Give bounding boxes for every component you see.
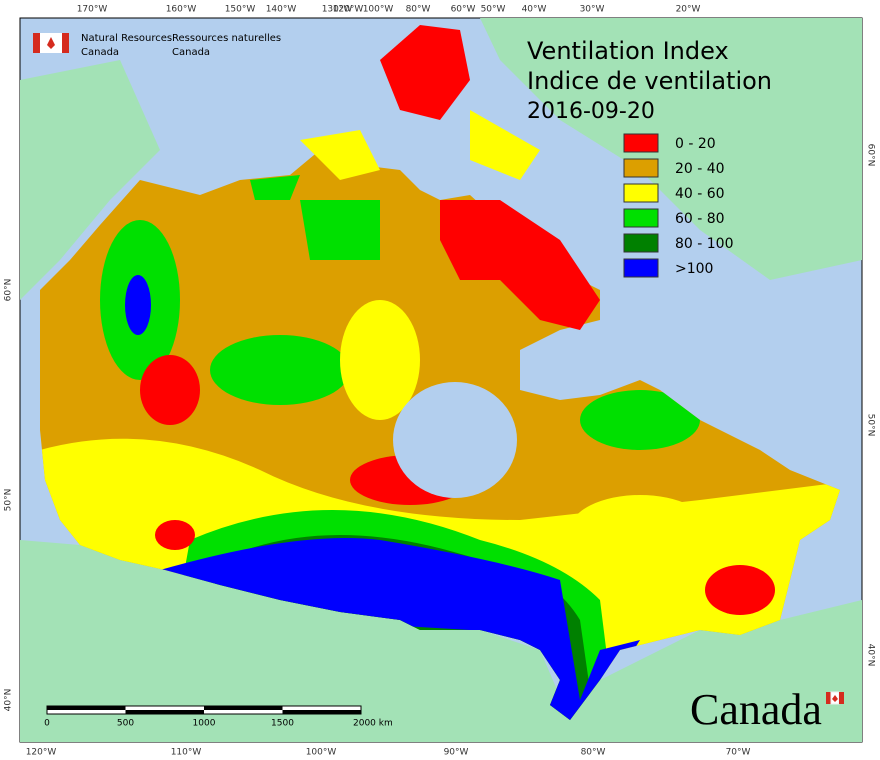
graticule-label: 40°W [522,5,547,15]
legend-swatch [623,233,659,253]
graticule-label: 60°N [866,144,876,167]
legend-swatch [623,133,659,153]
legend-label: 20 - 40 [675,161,725,177]
graticule-label: 60°W [451,5,476,15]
graticule-label: 50°W [481,5,506,15]
graticule-label: 80°W [581,748,606,758]
legend-swatch [623,258,659,278]
scale-label: 1500 [271,719,294,729]
graticule-label: 30°W [580,5,605,15]
agency-name: Ressources naturelles [172,33,281,44]
graticule-label: 110°W [171,748,202,758]
graticule-label: 50°N [4,489,14,512]
graticule-label: 70°W [726,748,751,758]
legend-label: 0 - 20 [675,136,716,152]
legend-label: 80 - 100 [675,236,734,252]
hudson-bay [393,382,517,498]
surrounding-land [20,18,862,742]
legend-label: 60 - 80 [675,211,725,227]
scale-label: 1000 [193,719,216,729]
scale-segment [204,706,283,710]
graticule-label: 120°W [26,748,57,758]
legend-swatch [623,208,659,228]
scale-label: 500 [117,719,134,729]
graticule-label: 40°N [4,689,14,712]
agency-name: Canada [172,47,210,58]
wordmark: Canada [690,685,822,734]
title: Indice de ventilation [527,67,772,95]
graticule-label: 170°W [77,5,108,15]
graticule-label: 80°W [406,5,431,15]
title: Ventilation Index [527,37,729,65]
legend-label: >100 [675,261,713,277]
legend-swatch [623,183,659,203]
graticule-label: 20°W [676,5,701,15]
graticule-label: 160°W [166,5,197,15]
graticule-label: 140°W [266,5,297,15]
graticule-label: 100°W [306,748,337,758]
graticule-label: 120°W [333,5,364,15]
flag [33,33,69,53]
graticule-label: 60°N [4,279,14,302]
graticule-label: 130°W [322,5,353,15]
arctic-islands [250,25,600,330]
legend-swatch [623,158,659,178]
graticule-label: 50°N [866,414,876,437]
scale-segment [125,710,204,714]
scale-label: 2000 km [353,719,393,729]
scale-label: 0 [44,719,50,729]
scale-segment [282,710,361,714]
agency-name: Canada [81,47,119,58]
graticule-label: 40°N [866,644,876,667]
scale-segment [47,706,126,710]
date: 2016-09-20 [527,99,655,124]
graticule-label: 150°W [225,5,256,15]
legend-label: 40 - 60 [675,186,725,202]
graticule-label: 100°W [363,5,394,15]
graticule-label: 90°W [444,748,469,758]
wordmark-flag [826,691,844,705]
agency-name: Natural Resources [81,33,172,44]
